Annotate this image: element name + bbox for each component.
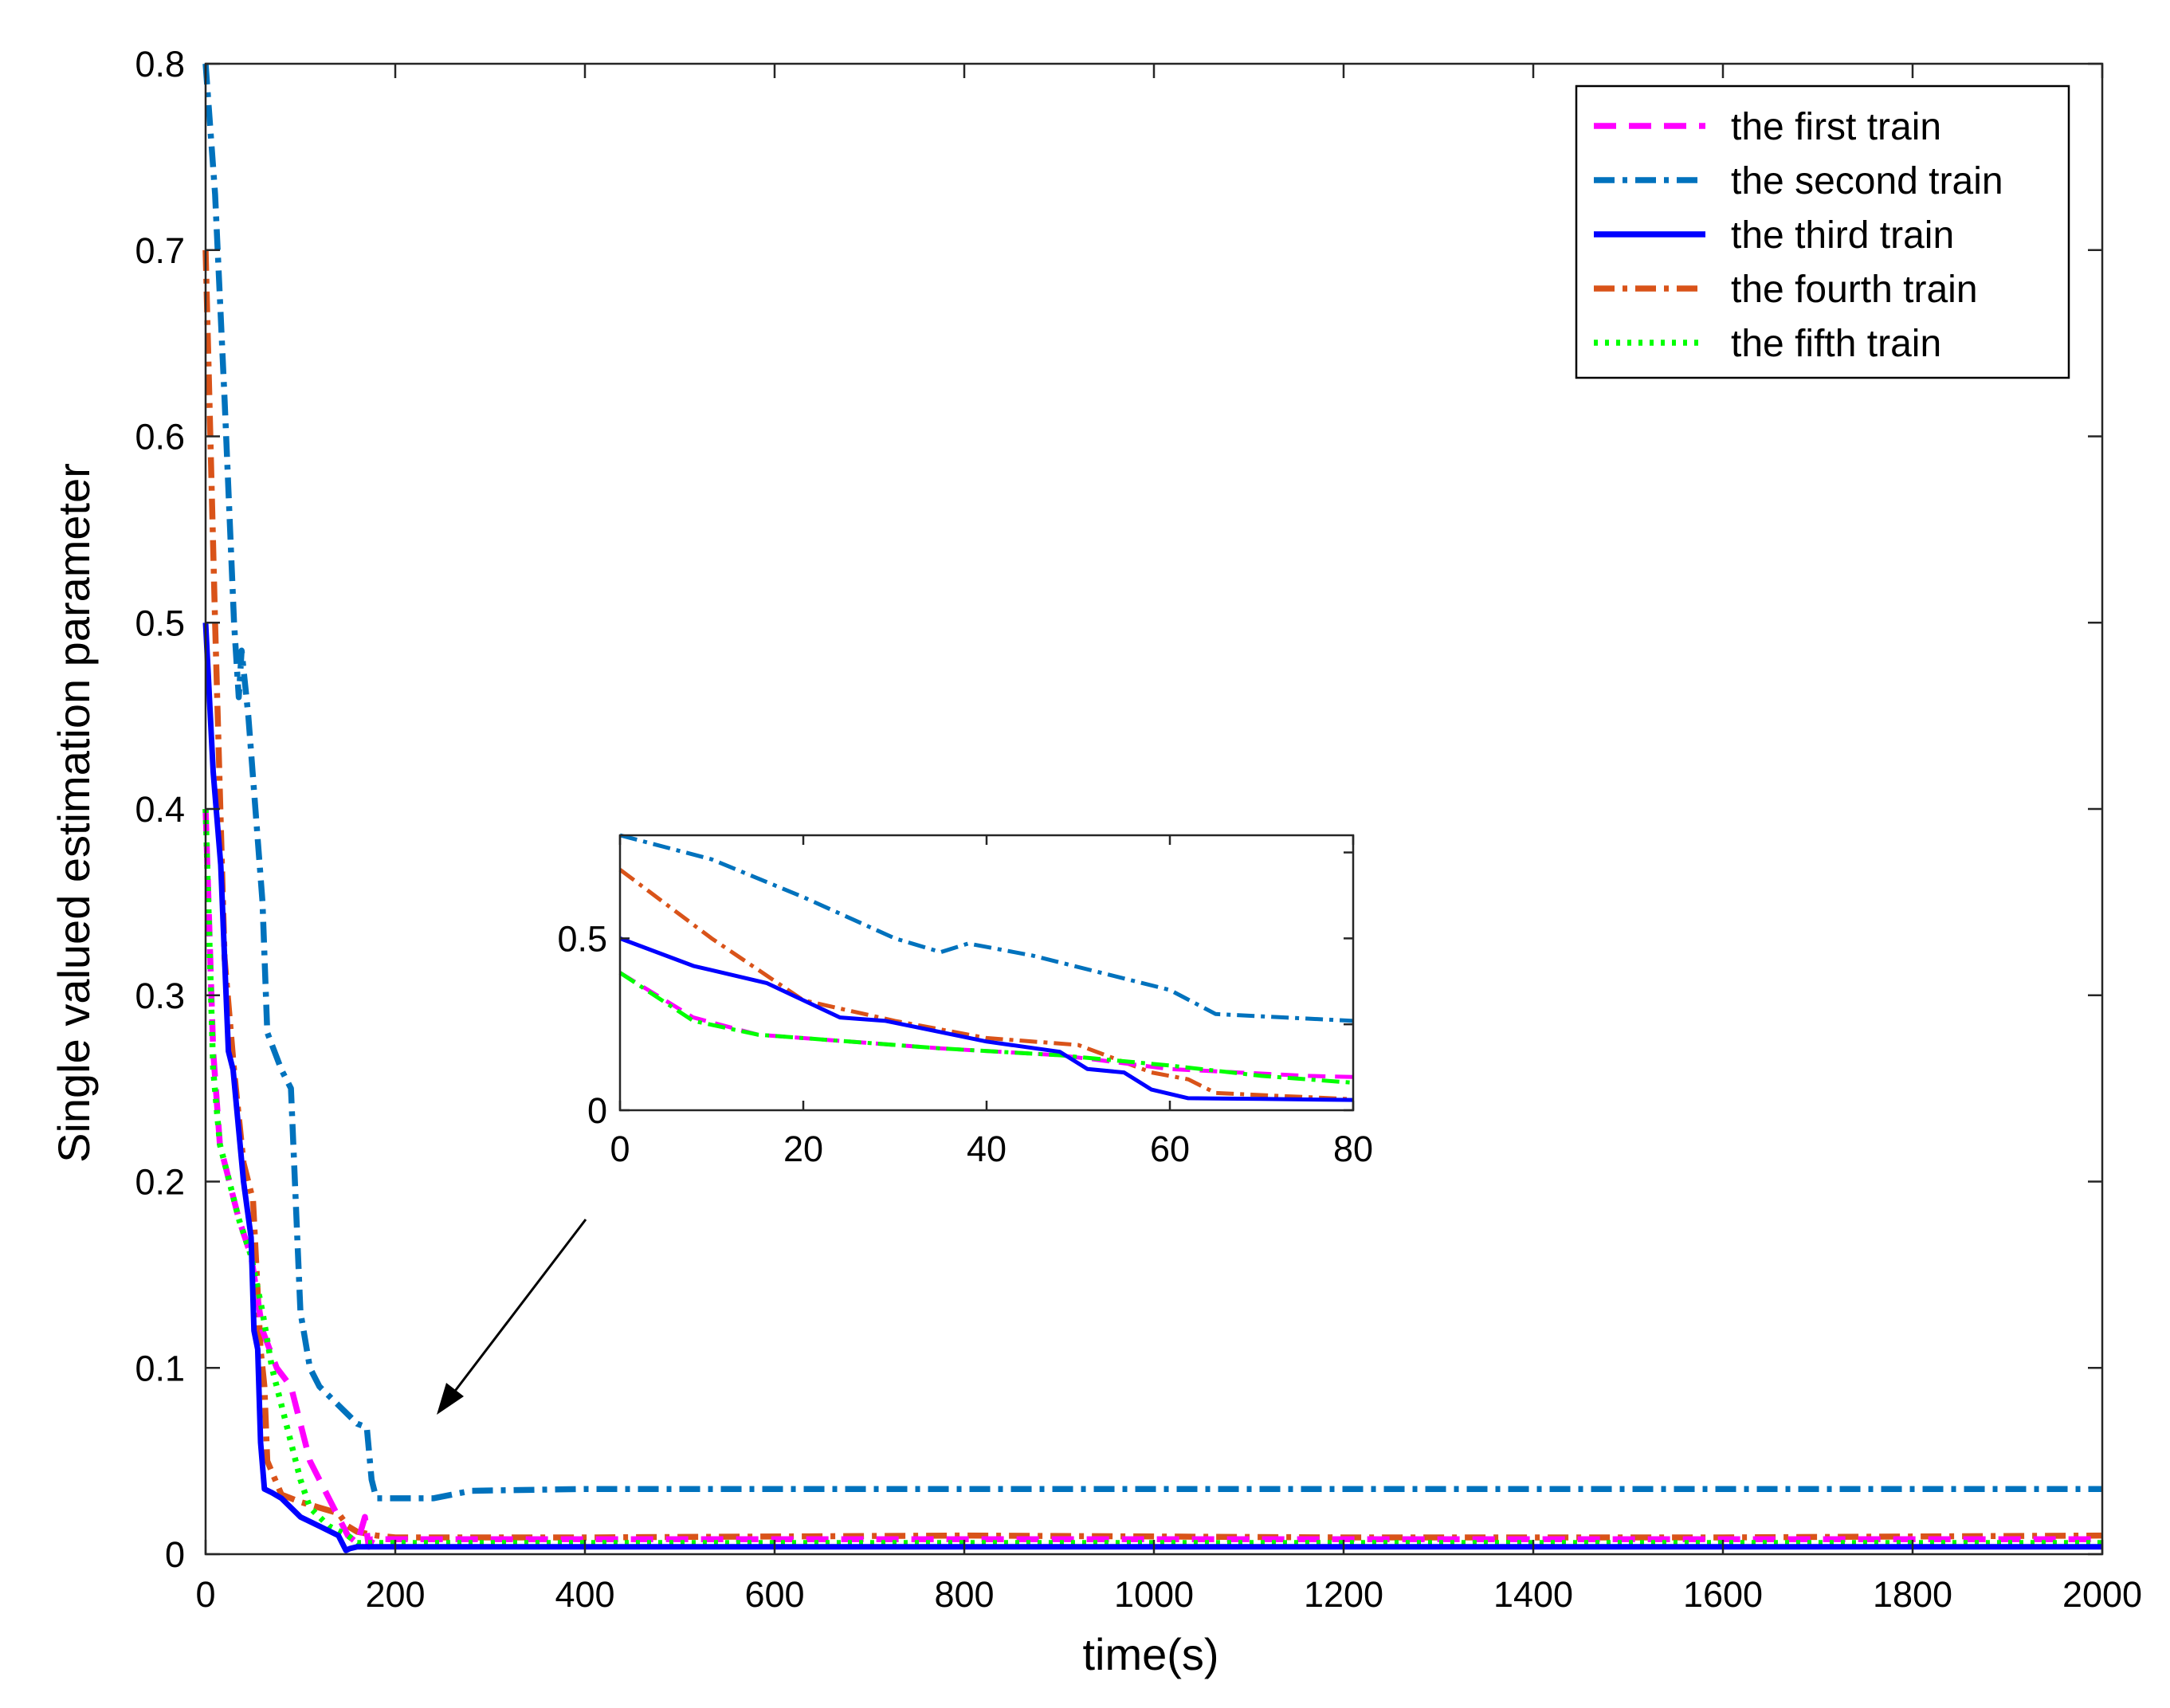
x-tick-label: 200 bbox=[365, 1574, 425, 1615]
legend-label-2: the second train bbox=[1731, 160, 2003, 202]
inset-series-group bbox=[618, 833, 1354, 1102]
zoom-arrow-head bbox=[437, 1383, 464, 1415]
y-tick-label: 0.4 bbox=[135, 789, 185, 830]
inset-y-tick-label: 0.5 bbox=[557, 918, 607, 959]
legend-label-4: the fourth train bbox=[1731, 269, 1978, 311]
zoom-arrow-shaft bbox=[446, 1219, 587, 1401]
inset-x-tick-label: 20 bbox=[783, 1129, 823, 1169]
y-tick-label: 0.8 bbox=[135, 44, 185, 84]
inset-background bbox=[617, 832, 1350, 1109]
x-tick-label: 1200 bbox=[1304, 1574, 1383, 1615]
y-tick-label: 0.5 bbox=[135, 603, 185, 643]
inset-x-tick-label: 40 bbox=[967, 1129, 1007, 1169]
inset-x-tick-label: 0 bbox=[610, 1129, 630, 1169]
legend-items: the first train the second train the third… bbox=[1594, 106, 2003, 365]
y-tick-label: 0 bbox=[165, 1534, 185, 1575]
main-tick-labels-group: 0 200 400 600 800 1000 1200 1400 1600 1800 200000.… bbox=[135, 44, 2142, 1615]
y-tick-label: 0.6 bbox=[135, 417, 185, 457]
inset-x-tick-label: 60 bbox=[1150, 1129, 1190, 1169]
inset-x-tick-label: 80 bbox=[1333, 1129, 1373, 1169]
x-tick-label: 1800 bbox=[1873, 1574, 1952, 1615]
inset-tick-labels-group: 0 20 40 60 80 0 0.5 bbox=[557, 918, 1373, 1169]
main-ticks-group bbox=[204, 62, 2104, 1556]
series-line-2 bbox=[202, 63, 2102, 1502]
x-tick-label: 600 bbox=[744, 1574, 804, 1615]
inset-series-line-5 bbox=[618, 971, 1354, 1085]
inset-y-tick-label: 0 bbox=[587, 1090, 607, 1131]
y-tick-label: 0.1 bbox=[135, 1348, 185, 1388]
x-tick-label: 400 bbox=[555, 1574, 614, 1615]
x-axis-title: time(s) bbox=[1082, 1629, 1218, 1679]
inset-ticks-group bbox=[618, 835, 1355, 1112]
y-tick-label: 0.7 bbox=[135, 230, 185, 271]
x-tick-label: 1600 bbox=[1683, 1574, 1763, 1615]
inset-series-line-4 bbox=[618, 868, 1354, 1101]
legend: the first train the second train the third… bbox=[1575, 84, 2070, 379]
x-tick-label: 1000 bbox=[1114, 1574, 1194, 1615]
legend-label-1: the first train bbox=[1731, 106, 1941, 148]
x-tick-label: 800 bbox=[934, 1574, 994, 1615]
y-tick-label: 0.2 bbox=[135, 1162, 185, 1203]
y-axis-title: Single valued estimation parameter bbox=[49, 463, 99, 1163]
x-tick-label: 1400 bbox=[1493, 1574, 1573, 1615]
inset-series-line-1 bbox=[618, 971, 1354, 1079]
legend-label-5: the fifth train bbox=[1731, 323, 1941, 365]
legend-label-3: the third train bbox=[1731, 214, 1954, 257]
x-tick-label: 2000 bbox=[2062, 1574, 2142, 1615]
x-tick-label: 0 bbox=[195, 1574, 215, 1615]
inset-series-line-3 bbox=[619, 936, 1354, 1102]
zoom-arrow bbox=[437, 1219, 587, 1415]
y-tick-label: 0.3 bbox=[135, 976, 185, 1016]
series-line-5 bbox=[202, 808, 2102, 1546]
inset-series-line-2 bbox=[619, 833, 1354, 1023]
